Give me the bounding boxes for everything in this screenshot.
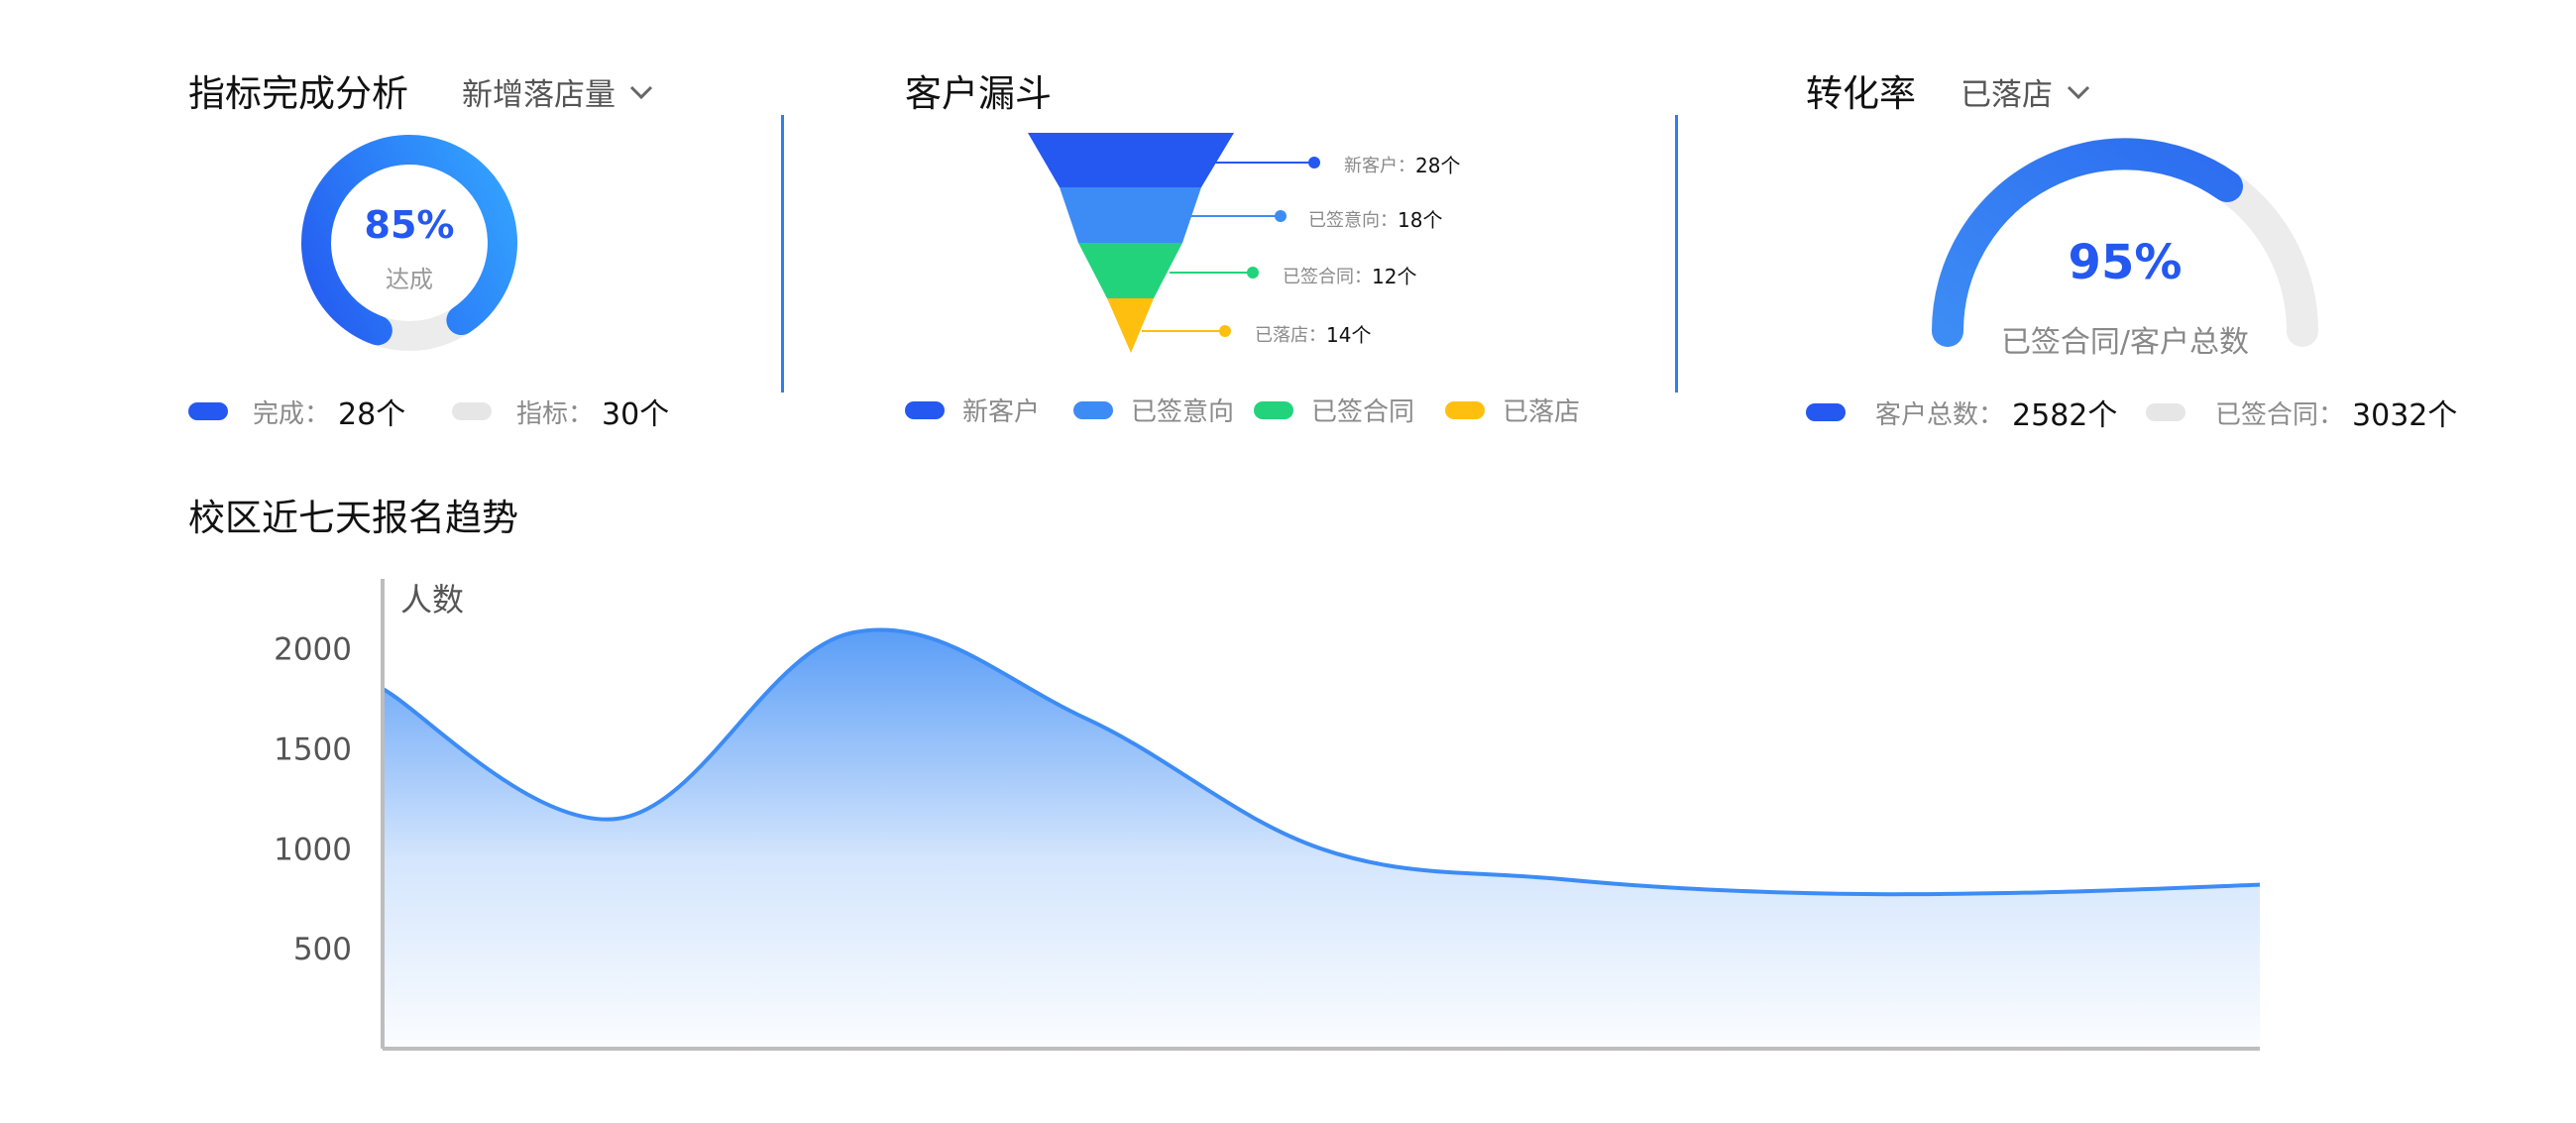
chevron-down-icon — [2067, 85, 2090, 99]
funnel-legend-new: 新客户 — [905, 392, 1040, 428]
y-tick-label: 1500 — [274, 731, 352, 767]
legend-swatch — [1254, 400, 1293, 419]
divider-right — [1675, 115, 1678, 393]
conversion-dropdown-value: 已落店 — [1960, 77, 2053, 113]
funnel-stage-label-text: 新客户： — [1344, 155, 1415, 176]
legend-label: 客户总数： — [1875, 399, 2005, 430]
funnel-leader-dot — [1275, 210, 1287, 222]
funnel-stage-new — [1028, 133, 1234, 187]
funnel-stage-contract — [1078, 243, 1182, 298]
funnel-stage-value: 18个 — [1398, 208, 1443, 232]
legend-swatch — [452, 402, 492, 420]
legend-swatch — [1445, 400, 1485, 419]
funnel-legend-store: 已落店 — [1445, 392, 1580, 428]
legend-swatch — [1073, 400, 1113, 419]
y-tick-label: 500 — [293, 932, 352, 967]
legend-label: 已签意向 — [1131, 397, 1235, 427]
indicator-dropdown-value: 新增落店量 — [462, 77, 616, 113]
trend-area — [383, 629, 2260, 1049]
legend-swatch — [1806, 403, 1846, 421]
conversion-dropdown[interactable]: 已落店 — [1960, 69, 2090, 114]
indicator-title: 指标完成分析 — [188, 72, 408, 115]
funnel-stage-label: 已落店： 14个 — [1255, 319, 1371, 348]
funnel-stage-intent — [1060, 187, 1201, 243]
funnel-stage-label: 新客户： 28个 — [1344, 150, 1460, 178]
funnel-title: 客户漏斗 — [905, 72, 1052, 115]
trend-line — [382, 627, 2261, 897]
legend-label: 指标： — [516, 398, 595, 429]
legend-value: 30个 — [602, 397, 670, 432]
funnel-leader-dot — [1308, 157, 1320, 168]
funnel-stage-value: 14个 — [1326, 323, 1372, 347]
legend-value: 2582个 — [2012, 398, 2118, 433]
funnel-legend-intent: 已签意向 — [1073, 392, 1234, 428]
indicator-center-label: 达成 — [386, 266, 433, 293]
indicator-percent: 85% — [364, 203, 455, 247]
funnel-leader-dot — [1247, 267, 1259, 279]
y-axis-label: 人数 — [400, 581, 465, 618]
legend-value: 3032个 — [2352, 398, 2458, 433]
funnel-stage-label-text: 已落店： — [1255, 324, 1326, 346]
legend-swatch — [905, 400, 945, 419]
legend-label: 已签合同 — [1311, 397, 1415, 427]
trend-title: 校区近七天报名趋势 — [188, 497, 518, 539]
conversion-percent: 95% — [2068, 235, 2183, 290]
legend-label: 新客户 — [962, 397, 1041, 427]
funnel-stage-value: 12个 — [1372, 265, 1417, 288]
y-tick-label: 1000 — [274, 832, 352, 867]
funnel-stage-label: 已签意向： 18个 — [1308, 204, 1442, 233]
indicator-dropdown[interactable]: 新增落店量 — [462, 69, 653, 114]
funnel-stage-label: 已签合同： 12个 — [1283, 261, 1416, 289]
funnel-stage-value: 28个 — [1415, 154, 1461, 177]
funnel-stage-label-text: 已签合同： — [1283, 266, 1372, 287]
y-tick-label: 2000 — [274, 632, 352, 668]
legend-label: 已签合同： — [2215, 399, 2345, 430]
chevron-down-icon — [629, 85, 653, 99]
funnel-stage-store — [1107, 298, 1154, 353]
conversion-legend-contract: 已签合同： 3032个 — [2146, 391, 2457, 434]
indicator-legend-target: 指标： 30个 — [452, 390, 669, 433]
conversion-title: 转化率 — [1806, 72, 1916, 115]
conversion-legend-total: 客户总数： 2582个 — [1806, 391, 2117, 434]
funnel-stage-label-text: 已签意向： — [1308, 209, 1398, 231]
funnel-legend-contract: 已签合同 — [1254, 392, 1414, 428]
indicator-legend-done: 完成： 28个 — [188, 390, 405, 433]
funnel-leader-dot — [1219, 325, 1231, 337]
conversion-center-label: 已签合同/客户总数 — [2000, 325, 2250, 360]
legend-swatch — [188, 402, 228, 420]
legend-label: 完成： — [253, 398, 331, 429]
divider-left — [781, 115, 784, 393]
legend-label: 已落店 — [1503, 397, 1581, 427]
legend-value: 28个 — [338, 397, 406, 432]
legend-swatch — [2146, 403, 2185, 421]
